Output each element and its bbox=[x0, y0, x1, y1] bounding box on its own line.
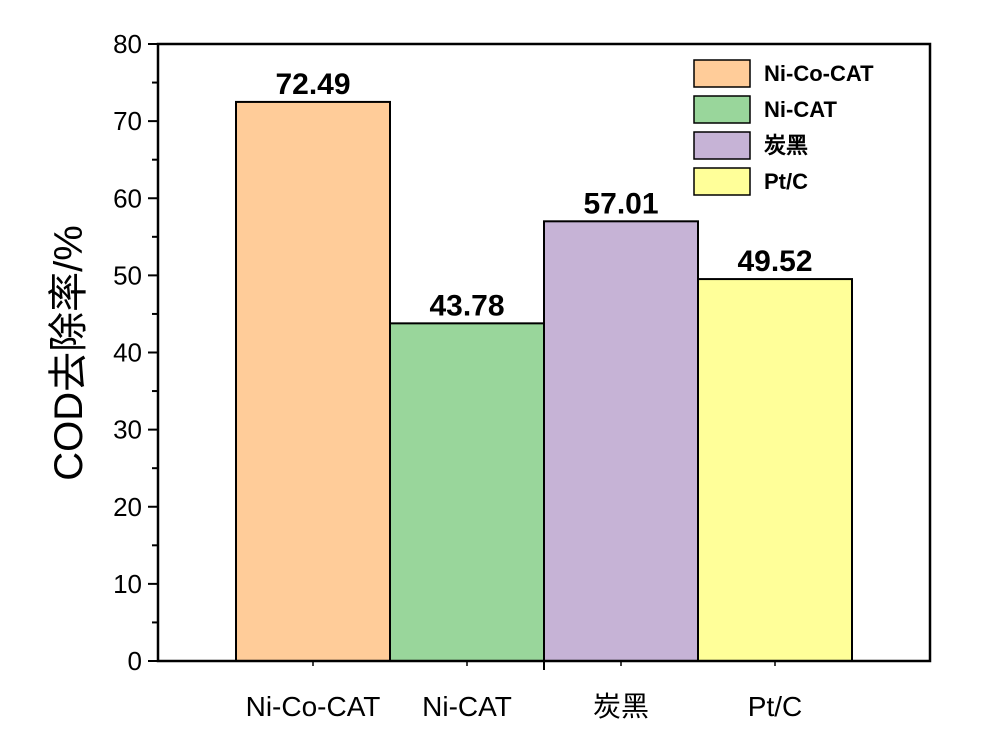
legend-swatch-3 bbox=[693, 131, 751, 160]
legend-swatch-1 bbox=[693, 59, 751, 88]
data-label-3: 57.01 bbox=[583, 187, 658, 220]
data-label-1: 72.49 bbox=[275, 68, 350, 101]
legend-label-4: Pt/C bbox=[764, 169, 808, 194]
y-tick-label: 30 bbox=[113, 415, 142, 445]
data-label-4: 49.52 bbox=[737, 245, 812, 278]
y-tick-label: 0 bbox=[128, 646, 142, 676]
legend-label-1: Ni-Co-CAT bbox=[764, 61, 874, 86]
y-tick-label: 50 bbox=[113, 260, 142, 290]
x-tick-label: Ni-CAT bbox=[422, 691, 512, 722]
y-tick-label: 10 bbox=[113, 569, 142, 599]
legend-swatch-4 bbox=[693, 167, 751, 196]
bar-1 bbox=[235, 100, 391, 662]
y-tick-label: 70 bbox=[113, 106, 142, 136]
y-tick-label: 20 bbox=[113, 492, 142, 522]
y-tick-label: 80 bbox=[113, 29, 142, 59]
y-tick-label: 40 bbox=[113, 338, 142, 368]
data-label-2: 43.78 bbox=[429, 289, 504, 322]
x-tick-label: 炭黑 bbox=[593, 691, 649, 722]
x-tick-label: Ni-Co-CAT bbox=[246, 691, 381, 722]
y-tick-label: 60 bbox=[113, 183, 142, 213]
legend-label-3: 炭黑 bbox=[764, 133, 808, 158]
bar-2 bbox=[389, 322, 545, 662]
legend-label-2: Ni-CAT bbox=[764, 97, 837, 122]
legend-swatch-2 bbox=[693, 95, 751, 124]
bar-4 bbox=[697, 278, 853, 662]
bar-3 bbox=[543, 220, 699, 663]
y-axis-title: COD去除率/% bbox=[47, 225, 91, 481]
x-tick-label: Pt/C bbox=[748, 691, 802, 722]
plot-area: 72.49 43.78 57.01 49.52 0 10 20 30 40 50 60 70 80 Ni-… bbox=[113, 29, 932, 722]
